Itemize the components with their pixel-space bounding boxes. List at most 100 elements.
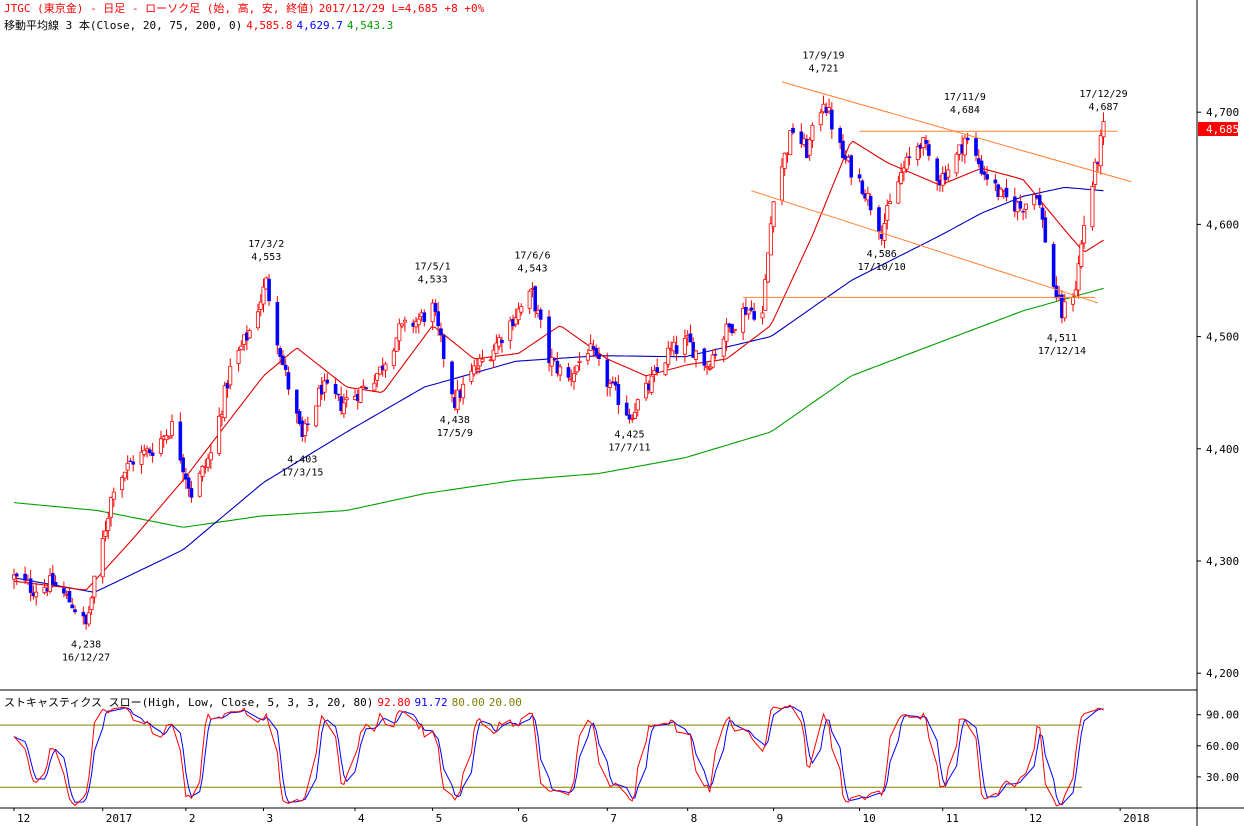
candle-body bbox=[663, 362, 668, 376]
candle-body bbox=[935, 158, 939, 182]
candle bbox=[688, 324, 693, 343]
candle-body bbox=[477, 358, 482, 367]
candle bbox=[885, 199, 890, 230]
candle bbox=[286, 366, 291, 395]
trend-lines-layer bbox=[743, 81, 1132, 304]
candle bbox=[278, 345, 282, 365]
candle bbox=[924, 134, 928, 151]
candle bbox=[186, 474, 191, 497]
candle bbox=[1062, 293, 1067, 322]
candle-body bbox=[394, 337, 399, 352]
candle-body bbox=[128, 460, 133, 463]
candle bbox=[577, 352, 582, 371]
time-tick-label: 11 bbox=[946, 812, 959, 825]
candle bbox=[397, 318, 402, 351]
stoch-lower-value: 20.00 bbox=[488, 696, 522, 709]
annotation: 4,586 17/10/10 bbox=[858, 249, 906, 273]
candle-body bbox=[1090, 185, 1095, 228]
candle-body bbox=[397, 323, 402, 342]
candle-body bbox=[472, 365, 477, 375]
annotation-label: 17/3/2 bbox=[248, 239, 284, 250]
candle bbox=[372, 374, 377, 392]
candle-body bbox=[494, 342, 499, 354]
candle bbox=[306, 416, 310, 432]
candle bbox=[86, 606, 91, 627]
candle-body bbox=[552, 358, 557, 361]
candle-body bbox=[436, 311, 440, 327]
candle-body bbox=[391, 350, 396, 367]
candle-body bbox=[122, 471, 127, 479]
stoch-legend: ストキャスティクス スロー(High, Low, Close, 5, 3, 3,… bbox=[4, 696, 526, 709]
candle bbox=[491, 344, 496, 369]
candle-body bbox=[236, 349, 241, 365]
candle bbox=[184, 467, 188, 490]
candle-body bbox=[100, 538, 105, 578]
candle-body bbox=[139, 451, 144, 465]
candle bbox=[222, 381, 227, 422]
candle bbox=[1040, 202, 1045, 229]
annotation-label: 16/12/27 bbox=[62, 653, 110, 664]
candle bbox=[228, 358, 233, 390]
candle bbox=[34, 582, 39, 606]
candle-body bbox=[713, 354, 718, 356]
candle-body bbox=[896, 181, 901, 204]
candle-body bbox=[888, 201, 893, 205]
annotation-label: 17/9/19 bbox=[802, 51, 844, 62]
candle-body bbox=[608, 383, 613, 388]
candle bbox=[92, 575, 97, 604]
candle bbox=[749, 300, 754, 312]
candle bbox=[693, 349, 698, 368]
candle bbox=[461, 376, 466, 405]
candle-body bbox=[322, 380, 327, 393]
candle bbox=[247, 328, 252, 340]
candle-body bbox=[89, 597, 94, 611]
candle-body bbox=[766, 252, 771, 283]
candle bbox=[1043, 210, 1048, 244]
candle bbox=[294, 389, 299, 424]
candle bbox=[150, 442, 155, 463]
ma20-line bbox=[13, 140, 1104, 591]
candle bbox=[450, 360, 454, 403]
candle-body bbox=[461, 383, 466, 399]
candle-body bbox=[691, 342, 696, 358]
candle-body bbox=[915, 146, 920, 160]
candle-body bbox=[278, 348, 282, 357]
candle-body bbox=[649, 375, 654, 393]
candle bbox=[158, 430, 163, 457]
candle bbox=[28, 569, 33, 602]
candle-body bbox=[158, 438, 163, 454]
candle bbox=[527, 289, 532, 315]
candle bbox=[436, 302, 440, 336]
stoch-label: ストキャスティクス スロー(High, Low, Close, 5, 3, 3,… bbox=[4, 696, 374, 709]
candle bbox=[566, 362, 571, 382]
candle-body bbox=[1043, 217, 1048, 243]
candle bbox=[106, 511, 111, 540]
candle bbox=[70, 597, 75, 609]
ma75-layer bbox=[13, 187, 1104, 593]
ma200-value: 4,543.3 bbox=[346, 19, 394, 32]
candle-body bbox=[682, 338, 687, 355]
candle bbox=[630, 414, 635, 423]
candle bbox=[1101, 112, 1106, 146]
stoch-k-line bbox=[13, 704, 1104, 807]
ma-legend: 移動平均線 3 本(Close, 20, 75, 200, 0) 4,585.8 4… bbox=[4, 19, 397, 32]
candle bbox=[53, 575, 58, 587]
candle-body bbox=[170, 421, 175, 436]
candle bbox=[1004, 178, 1009, 202]
candle-body bbox=[924, 140, 928, 144]
candle-body bbox=[217, 415, 222, 454]
candle bbox=[1076, 255, 1081, 299]
candle-body bbox=[1051, 243, 1056, 287]
candle-body bbox=[306, 423, 310, 425]
time-tick-label: 2017 bbox=[106, 812, 133, 825]
candle bbox=[267, 274, 271, 306]
candle bbox=[1021, 208, 1025, 221]
candle-body bbox=[422, 312, 427, 322]
candle-body bbox=[92, 575, 97, 598]
candle bbox=[258, 294, 263, 317]
candle-body bbox=[741, 308, 746, 333]
candle-body bbox=[538, 309, 543, 320]
ma200-line bbox=[13, 287, 1104, 528]
candle bbox=[547, 310, 551, 372]
